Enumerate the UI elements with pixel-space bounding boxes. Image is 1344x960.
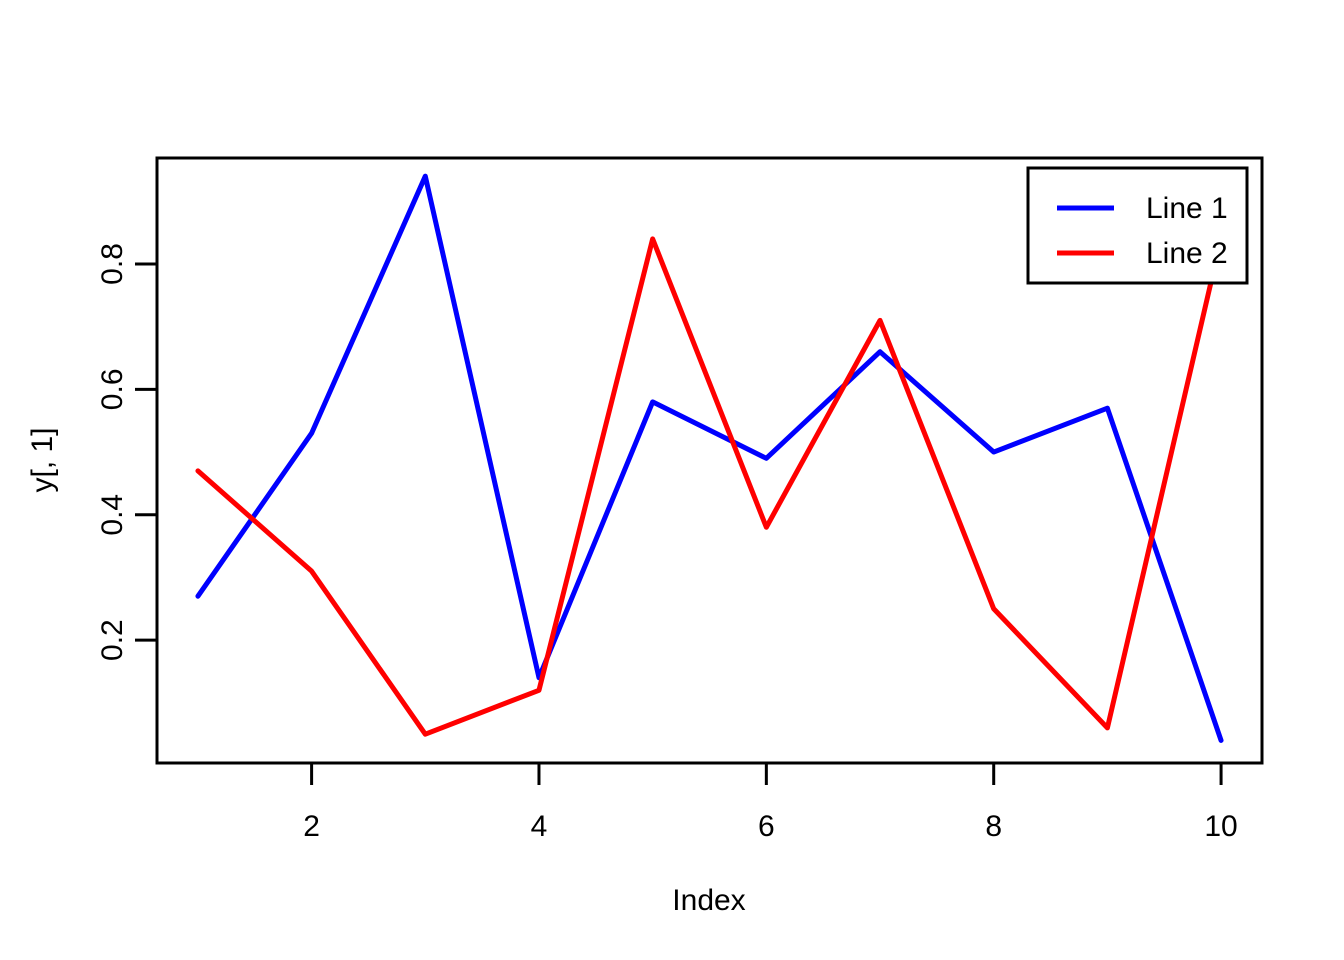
plot-border xyxy=(155,156,1264,765)
series-line-1 xyxy=(195,173,1224,743)
y-axis-title: y[, 1] xyxy=(26,427,59,492)
y-axis-tick-label: 0.4 xyxy=(96,494,129,536)
x-axis-tick-label: 8 xyxy=(985,810,1002,843)
legend-label-1: Line 1 xyxy=(1146,192,1228,225)
y-axis-tick-label: 0.6 xyxy=(96,368,129,410)
x-axis-tick-label: 10 xyxy=(1204,810,1237,843)
axes-layer: 2 4 6 8 10 0.2 0.4 0.6 0.8 xyxy=(96,156,1264,843)
series-layer xyxy=(195,173,1224,743)
y-axis-tick-label: 0.8 xyxy=(96,243,129,285)
x-axis-title: Index xyxy=(672,884,745,917)
legend-box xyxy=(1026,166,1249,285)
x-axis-tick-label: 2 xyxy=(303,810,320,843)
series-line-2 xyxy=(195,236,1224,737)
y-axis-tick-label: 0.2 xyxy=(96,619,129,661)
x-axis-tick-label: 4 xyxy=(531,810,548,843)
x-axis-tick-label: 6 xyxy=(758,810,775,843)
legend: Line 1 Line 2 xyxy=(1026,166,1249,285)
legend-label-2: Line 2 xyxy=(1146,237,1228,270)
